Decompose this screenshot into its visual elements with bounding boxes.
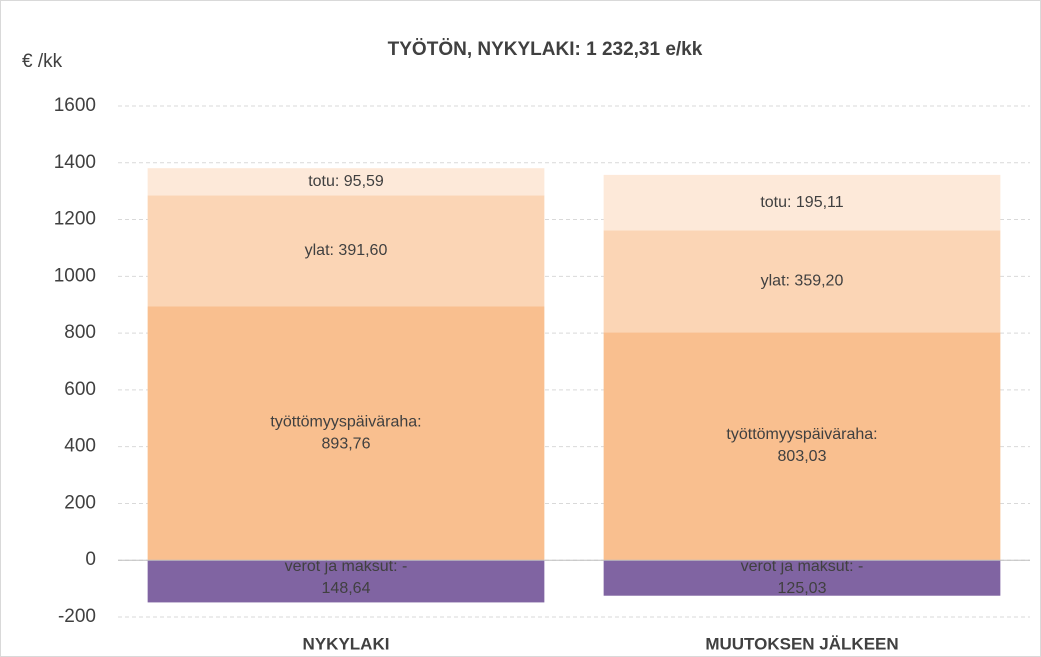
y-tick-label: 200 xyxy=(64,492,96,513)
data-label: totu: 195,11 xyxy=(760,194,843,211)
bar-segment xyxy=(147,560,545,603)
data-label: totu: 95,59 xyxy=(308,173,384,190)
data-label-line: verot ja maksut: - xyxy=(741,558,864,575)
y-tick-label: 1000 xyxy=(54,265,96,286)
bar-segment xyxy=(147,168,545,196)
data-label-line: työttömyyspäiväraha: xyxy=(726,426,877,443)
y-tick-label: -200 xyxy=(58,606,96,627)
bar-segment xyxy=(603,174,1001,231)
data-label-line: työttömyyspäiväraha: xyxy=(270,414,421,431)
bar-segment xyxy=(603,230,1001,333)
bar-segment xyxy=(147,195,545,307)
y-tick-label: 600 xyxy=(64,379,96,400)
data-label: työttömyyspäiväraha: 803,03 xyxy=(726,426,877,465)
x-tick-label: MUUTOKSEN JÄLKEEN xyxy=(705,634,898,653)
bar-segment xyxy=(147,306,545,561)
y-axis-label: € /kk xyxy=(22,51,63,72)
chart-title: TYÖTÖN, NYKYLAKI: 1 232,31 e/kk xyxy=(388,39,703,60)
y-tick-label: 1200 xyxy=(54,209,96,230)
y-tick-label: 0 xyxy=(85,549,96,570)
data-label: ylat: 391,60 xyxy=(305,242,388,259)
data-label: verot ja maksut: - 125,03 xyxy=(741,558,864,597)
bar-segment xyxy=(603,560,1001,596)
data-label-line: 125,03 xyxy=(778,580,827,597)
y-tick-label: 800 xyxy=(64,322,96,343)
y-tick-label: 1400 xyxy=(54,152,96,173)
data-label: ylat: 359,20 xyxy=(761,272,844,289)
data-label-line: verot ja maksut: - xyxy=(285,558,408,575)
bar-segment xyxy=(603,332,1001,561)
data-label-line: 803,03 xyxy=(778,448,827,465)
x-tick-label: NYKYLAKI xyxy=(303,634,390,653)
y-tick-label: 400 xyxy=(64,436,96,457)
data-label: työttömyyspäiväraha: 893,76 xyxy=(270,414,421,453)
data-label-line: 148,64 xyxy=(322,580,371,597)
y-tick-label: 1600 xyxy=(54,95,96,116)
data-label-line: 893,76 xyxy=(322,436,371,453)
data-label: verot ja maksut: - 148,64 xyxy=(285,558,408,597)
